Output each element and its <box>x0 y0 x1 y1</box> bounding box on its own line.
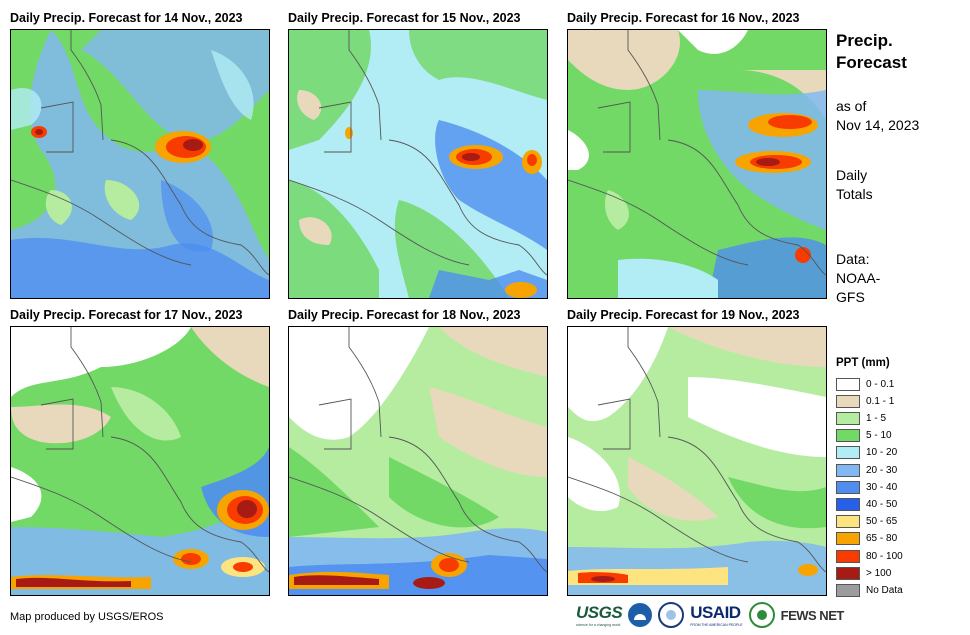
fews-net-logo: FEWS NET <box>780 607 845 623</box>
panel-title-3: Daily Precip. Forecast for 16 Nov., 2023 <box>567 11 800 25</box>
panel-title-4: Daily Precip. Forecast for 17 Nov., 2023 <box>10 308 243 322</box>
asof-line2: Nov 14, 2023 <box>836 117 920 133</box>
legend-swatch <box>836 411 860 425</box>
legend-label: 0.1 - 1 <box>866 395 895 407</box>
usaid-logo: USAID FROM THE AMERICAN PEOPLE <box>690 603 743 627</box>
legend-label: 80 - 100 <box>866 550 903 562</box>
legend-label: 5 - 10 <box>866 430 892 442</box>
legend-item: 20 - 30 <box>836 462 897 478</box>
legend-item: No Data <box>836 582 903 598</box>
legend-swatch <box>836 497 860 511</box>
legend-label: No Data <box>866 584 903 596</box>
legend-item: 0.1 - 1 <box>836 393 894 409</box>
legend-item: > 100 <box>836 565 891 581</box>
legend-item: 5 - 10 <box>836 428 892 444</box>
legend-swatch <box>836 566 860 580</box>
sidebar-title: Precip. Forecast <box>836 30 907 74</box>
panel-title-5: Daily Precip. Forecast for 18 Nov., 2023 <box>288 308 521 322</box>
legend-swatch <box>836 463 860 477</box>
sidebar-title-line2: Forecast <box>836 53 907 72</box>
legend-swatch <box>836 377 860 391</box>
source-text: Data: NOAA- GFS <box>836 250 880 307</box>
totals-text: Daily Totals <box>836 166 873 204</box>
panel-title-2: Daily Precip. Forecast for 15 Nov., 2023 <box>288 11 521 25</box>
noaa-icon <box>628 603 653 627</box>
fews-globe-icon <box>748 602 775 628</box>
legend-swatch <box>836 429 860 443</box>
legend-swatch <box>836 583 860 597</box>
legend-label: 30 - 40 <box>866 481 898 493</box>
legend-item: 1 - 5 <box>836 410 886 426</box>
asof-text: as of Nov 14, 2023 <box>836 97 919 135</box>
legend-swatch <box>836 515 860 529</box>
legend-swatch <box>836 446 860 460</box>
legend-label: 65 - 80 <box>866 533 898 545</box>
legend-item: 0 - 0.1 <box>836 376 894 392</box>
legend-swatch <box>836 480 860 494</box>
legend-item: 80 - 100 <box>836 548 903 564</box>
partner-logos: USGS science for a changing world USAID … <box>576 602 844 628</box>
legend-label: > 100 <box>866 567 892 579</box>
panel-title-1: Daily Precip. Forecast for 14 Nov., 2023 <box>10 11 243 25</box>
legend-label: 50 - 65 <box>866 516 898 528</box>
legend-swatch <box>836 394 860 408</box>
legend-label: 40 - 50 <box>866 498 898 510</box>
legend-item: 50 - 65 <box>836 514 897 530</box>
legend-item: 30 - 40 <box>836 479 897 495</box>
legend-item: 65 - 80 <box>836 531 897 547</box>
panel-title-6: Daily Precip. Forecast for 19 Nov., 2023 <box>567 308 800 322</box>
map-panel-6 <box>567 326 827 596</box>
legend-item: 10 - 20 <box>836 445 897 461</box>
map-credit: Map produced by USGS/EROS <box>10 611 164 623</box>
map-panel-3 <box>567 29 827 299</box>
legend-label: 10 - 20 <box>866 447 898 459</box>
legend-label: 20 - 30 <box>866 464 898 476</box>
nasa-seal-icon <box>658 602 685 628</box>
source-line3: GFS <box>836 289 865 305</box>
map-panel-4 <box>10 326 270 596</box>
source-line1: Data: <box>836 251 870 267</box>
map-panel-5 <box>288 326 548 596</box>
map-panel-2 <box>288 29 548 299</box>
legend-title: PPT (mm) <box>836 357 890 369</box>
map-panel-1 <box>10 29 270 299</box>
legend-swatch <box>836 549 860 563</box>
legend-label: 0 - 0.1 <box>866 378 895 390</box>
totals-line1: Daily <box>836 167 868 183</box>
legend-item: 40 - 50 <box>836 496 897 512</box>
asof-line1: as of <box>836 98 867 114</box>
source-line2: NOAA- <box>836 270 881 286</box>
sidebar-title-line1: Precip. <box>836 31 893 50</box>
totals-line2: Totals <box>836 186 873 202</box>
legend-swatch <box>836 532 860 546</box>
legend-label: 1 - 5 <box>866 412 887 424</box>
usgs-logo: USGS science for a changing world <box>576 603 623 627</box>
